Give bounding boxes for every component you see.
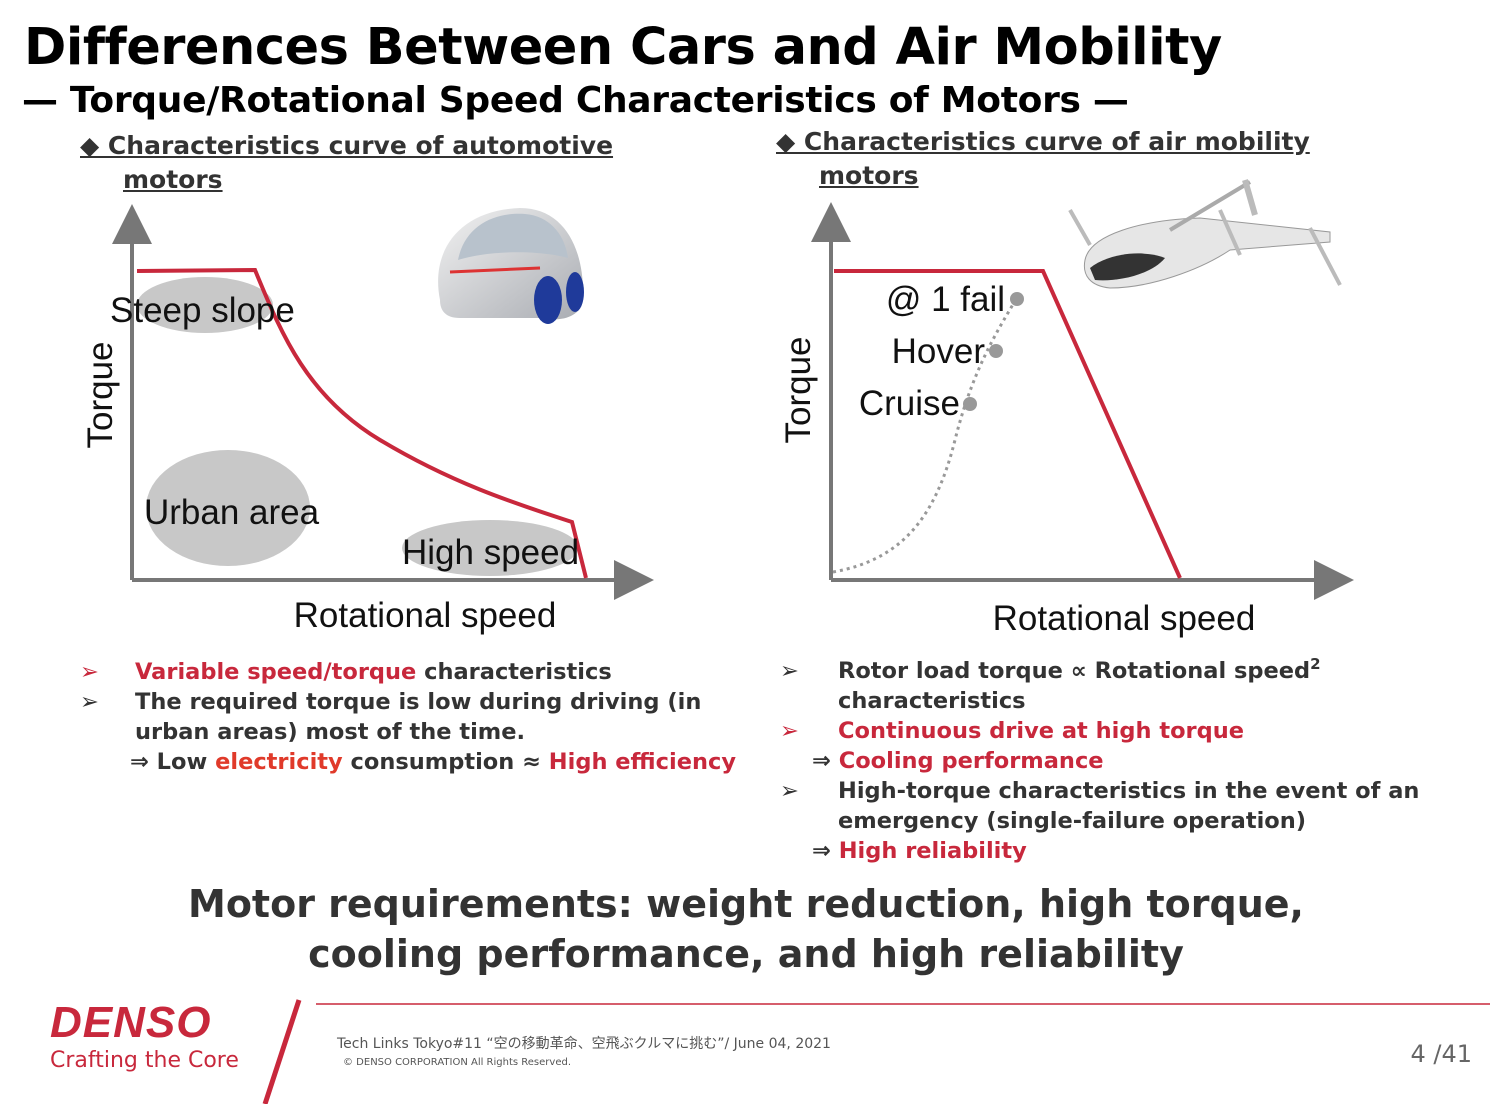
- section-heading: ◆ Characteristics curve of air mobility: [776, 127, 1310, 156]
- axis-label: Torque: [81, 341, 120, 448]
- text-run: consumption ≈: [342, 749, 549, 775]
- section-heading: motors: [819, 161, 919, 190]
- section-heading: ◆ Characteristics curve of automotive: [80, 131, 614, 160]
- torque-curve: [834, 269, 1182, 579]
- text-run: Rotor load torque ∝ Rotational speed: [838, 658, 1311, 684]
- bullet-line: urban areas) most of the time.: [135, 717, 525, 747]
- text-run: 2: [1310, 655, 1321, 673]
- text-run: ⇒: [812, 748, 839, 774]
- region: [402, 520, 578, 576]
- region: [137, 277, 273, 333]
- bullet-marker: ➢: [80, 689, 99, 715]
- bullet-line: Variable speed/torque characteristics: [135, 657, 612, 687]
- automotive-diagram: Steep slope Urban area High speed Torque…: [81, 204, 654, 635]
- footer-graphics: [262, 999, 1490, 1104]
- text-run: ⇒: [812, 838, 839, 864]
- text-run: characteristics: [838, 688, 1026, 714]
- text-run: Cooling performance: [838, 748, 1104, 774]
- conclusion: cooling performance, and high reliabilit…: [308, 932, 1184, 976]
- drone-illustration: [1068, 179, 1342, 289]
- text-run: urban areas) most of the time.: [135, 719, 526, 745]
- subtitle: — Torque/Rotational Speed Characteristic…: [22, 80, 1129, 121]
- axis-label: Rotational speed: [993, 599, 1256, 638]
- bullet-line: ⇒ High reliability: [812, 836, 1027, 866]
- text-run: characteristics: [416, 659, 612, 685]
- text-run: High-torque characteristics in the event…: [838, 778, 1420, 804]
- footer-slash: [262, 999, 302, 1104]
- page-number: 4 /41: [1410, 1040, 1472, 1068]
- event-note: Tech Links Tokyo#11 “空の移動革命、空飛ぶクルマに挑む”/ …: [337, 1036, 831, 1052]
- bullet-marker: ➢: [780, 658, 799, 684]
- axis-label: Rotational speed: [294, 596, 557, 635]
- point: [989, 344, 1003, 358]
- bullet-line: characteristics: [838, 686, 1026, 716]
- region-label: High speed: [402, 533, 579, 572]
- copyright: © DENSO CORPORATION All Rights Reserved.: [343, 1057, 571, 1068]
- region-label: Steep slope: [110, 291, 295, 330]
- text-run: Variable speed/torque: [135, 659, 417, 685]
- text-run: Continuous drive at high torque: [838, 718, 1245, 744]
- point-label: Hover: [892, 332, 986, 371]
- bullet-marker: ➢: [780, 718, 799, 744]
- car-illustration: [438, 208, 584, 324]
- bullet-line: ⇒ Cooling performance: [812, 746, 1104, 776]
- section-heading: motors: [123, 165, 223, 194]
- point: [963, 397, 977, 411]
- bullet-marker: ➢: [780, 778, 799, 804]
- diagrams: Steep slope Urban area High speed Torque…: [81, 179, 1354, 638]
- bullet-marker: ➢: [80, 659, 99, 685]
- bullet-line: Continuous drive at high torque: [838, 716, 1244, 746]
- text-run: electricity: [215, 749, 343, 775]
- title: Differences Between Cars and Air Mobilit…: [24, 18, 1222, 77]
- bullet-line: Rotor load torque ∝ Rotational speed2: [838, 656, 1321, 686]
- point: [1010, 292, 1024, 306]
- load-curve: [832, 291, 1022, 574]
- brand: DENSO: [50, 998, 212, 1047]
- text-run: High reliability: [838, 838, 1027, 864]
- bullet-line: High-torque characteristics in the event…: [838, 776, 1419, 806]
- region: [146, 450, 310, 566]
- text-run: The required torque is low during drivin…: [135, 689, 702, 715]
- conclusion: Motor requirements: weight reduction, hi…: [188, 882, 1304, 926]
- bullet-line: ⇒ Low electricity consumption ≈ High eff…: [130, 747, 736, 777]
- point-label: Cruise: [859, 384, 960, 423]
- bullet-line: The required torque is low during drivin…: [135, 687, 701, 717]
- axis-label: Torque: [779, 336, 818, 443]
- point-label: @ 1 fail: [886, 280, 1005, 319]
- tagline: Crafting the Core: [50, 1048, 239, 1073]
- text-run: ⇒ Low: [130, 749, 216, 775]
- bullet-line: emergency (single-failure operation): [838, 806, 1306, 836]
- text-run: High efficiency: [548, 749, 736, 775]
- text-run: emergency (single-failure operation): [838, 808, 1307, 834]
- air-mobility-diagram: @ 1 fail Hover Cruise Torque Rotational …: [779, 179, 1354, 638]
- torque-curve: [136, 267, 588, 579]
- region-label: Urban area: [144, 493, 320, 532]
